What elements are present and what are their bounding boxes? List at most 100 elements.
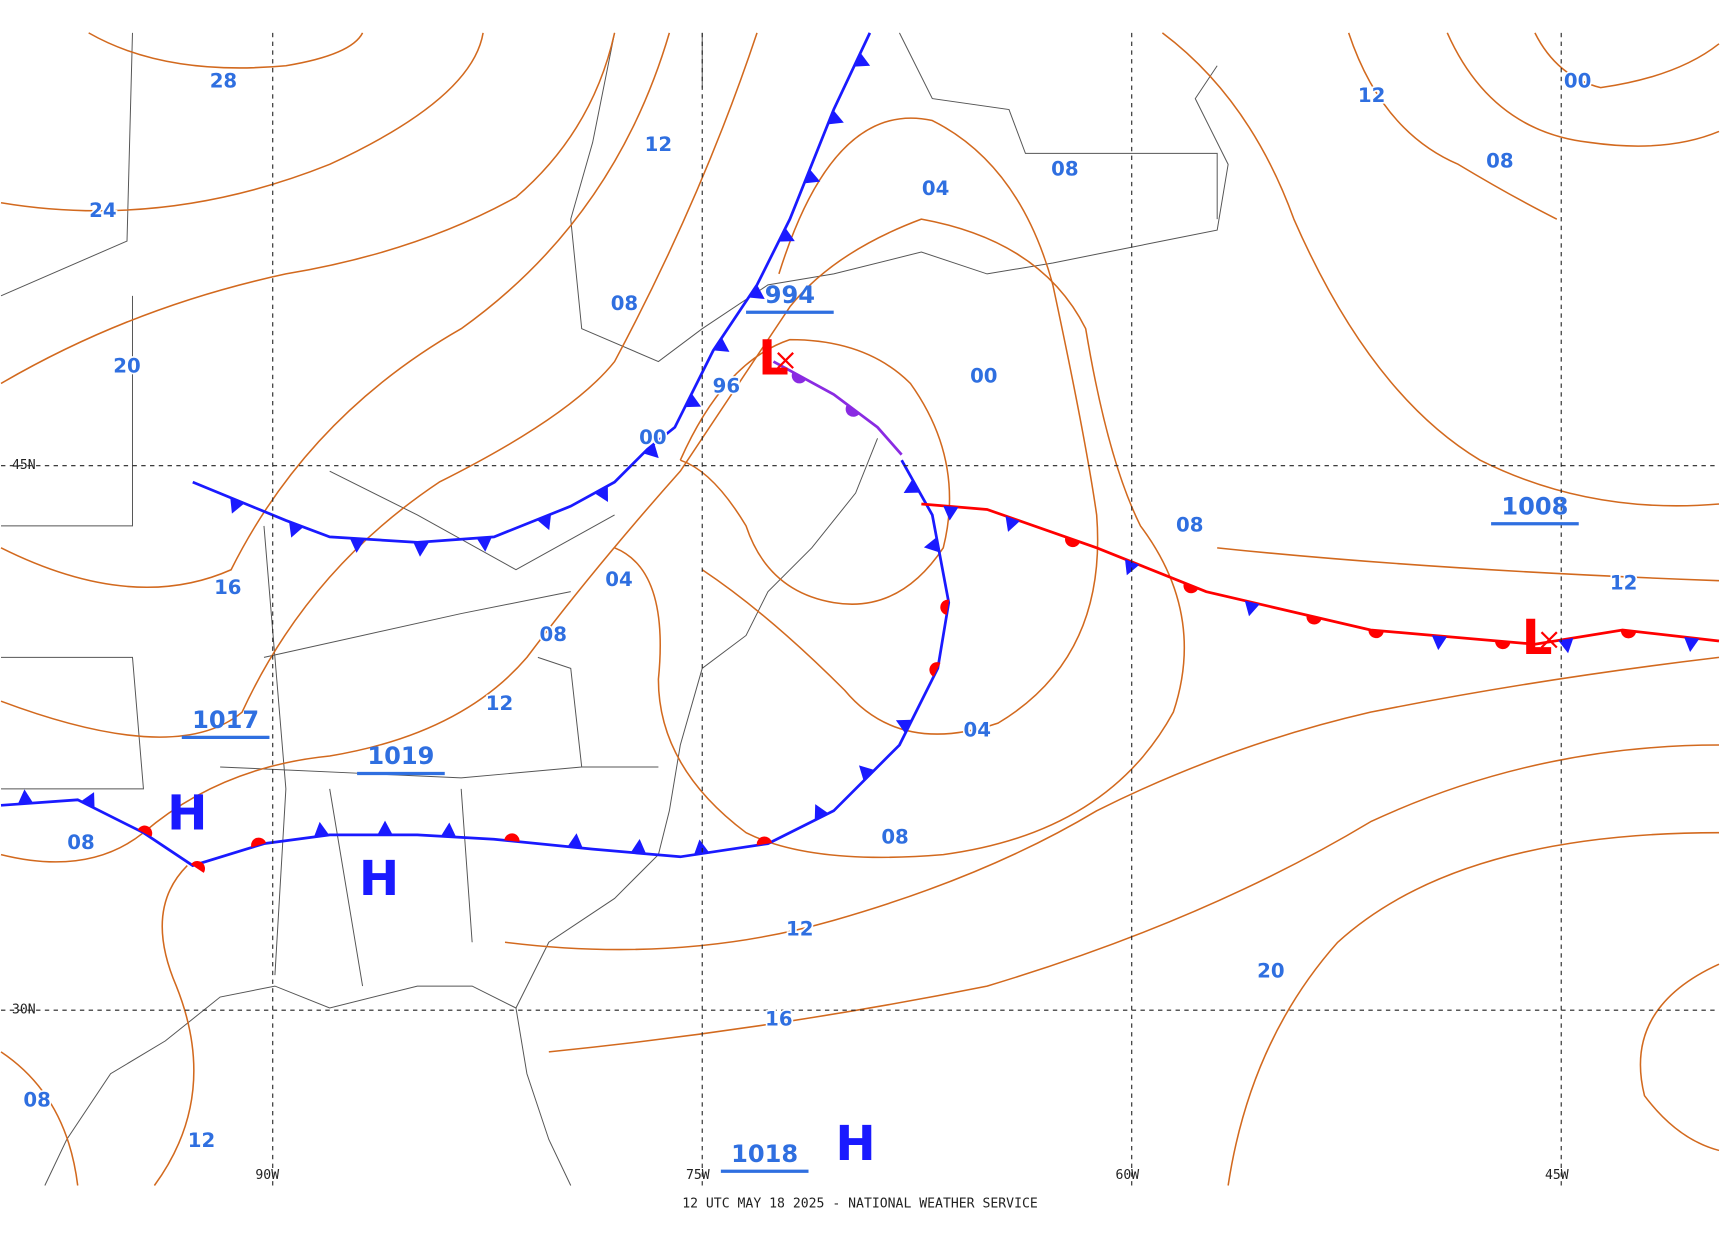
warm-front-pip — [1065, 536, 1080, 548]
cold-front-pip — [17, 789, 34, 805]
cold-front-pip — [594, 485, 608, 502]
isobar — [1534, 32, 1720, 89]
grid-label: 30N — [12, 1003, 36, 1018]
front-line — [921, 502, 1720, 646]
fronts — [0, 32, 1720, 873]
center-pressure: 1019 — [367, 742, 434, 770]
low-mark — [777, 352, 794, 369]
grid-label: 60W — [1115, 1168, 1139, 1183]
warm-front-pip — [1620, 629, 1637, 639]
cold-front-pip — [643, 442, 659, 459]
isobar-label: 12 — [486, 692, 513, 715]
footer: 12 UTC MAY 18 2025 - NATIONAL WEATHER SE… — [682, 1197, 1038, 1212]
cold-front-pip — [1431, 635, 1448, 651]
warm-front-pip — [940, 599, 950, 615]
occluded-pip — [791, 372, 807, 384]
cold-front-pip — [903, 479, 920, 493]
warm-front-pip — [251, 837, 267, 848]
isobar-label: 20 — [113, 355, 140, 378]
isobar — [1161, 32, 1720, 507]
isobar-label: 12 — [1610, 571, 1637, 594]
isobar — [0, 218, 1186, 863]
labels: 28 24 20 16 12 08 04 00 96 08 12 00 08 00 04 08 12 08 08 12… — [22, 68, 1639, 1173]
isobar-label: 28 — [210, 70, 237, 93]
isobar-label: 08 — [23, 1089, 50, 1112]
cold-front-pip — [943, 505, 959, 521]
cold-front-pip — [536, 514, 552, 531]
isobar — [0, 32, 616, 385]
isobar-label: 08 — [539, 623, 566, 646]
isobar — [0, 32, 758, 738]
isobar-label: 08 — [611, 292, 638, 315]
center-pressure: 1008 — [1501, 492, 1568, 520]
isobar-label: 00 — [970, 364, 997, 387]
isobar — [548, 744, 1719, 1053]
cold-front-pip — [895, 719, 913, 734]
isobar-label: 16 — [214, 576, 241, 599]
isobar — [701, 117, 1099, 735]
isobar — [0, 32, 484, 212]
isobar-label: 96 — [713, 374, 740, 397]
cold-front-pip — [1244, 600, 1260, 617]
isobar — [1347, 32, 1720, 220]
isobar-label: 00 — [1564, 70, 1591, 93]
warm-front-pip — [1306, 615, 1322, 625]
grid-label: 90W — [255, 1168, 279, 1183]
front-line — [0, 459, 951, 868]
isobar-label: 04 — [922, 177, 949, 200]
borders — [0, 32, 1218, 987]
warm-front-pip — [1368, 629, 1384, 639]
isobar-label: 08 — [1486, 150, 1513, 173]
cold-front-pip — [804, 169, 821, 184]
cold-front-pip — [440, 822, 457, 838]
isobar-label: 00 — [639, 426, 666, 449]
isobar-label: 08 — [67, 831, 94, 854]
isobar — [679, 338, 951, 605]
isobar — [504, 656, 1720, 951]
graticule: 90W 75W 60W 45W 45N 30N — [1, 32, 1719, 1186]
cold-front-pip — [1684, 636, 1700, 653]
warm-front-pip — [1495, 640, 1511, 650]
isobar — [1217, 547, 1720, 582]
cold-front-pip — [1558, 637, 1574, 654]
center-pressure: 1018 — [731, 1140, 798, 1168]
isobar — [1639, 963, 1720, 1152]
cold-front-pip — [778, 227, 795, 242]
isobar-label: 04 — [964, 718, 991, 741]
isobar-label: 16 — [765, 1008, 792, 1031]
cold-front-pip — [684, 393, 702, 408]
cold-front-pip — [923, 537, 940, 553]
isobar-label: 20 — [1257, 959, 1284, 982]
cold-front-pip — [230, 497, 245, 514]
warm-front-pip — [190, 860, 205, 873]
grid-label: 75W — [686, 1168, 710, 1183]
grid-label: 45N — [12, 458, 36, 473]
isobar-label: 12 — [188, 1129, 215, 1152]
cold-front-pip — [413, 542, 429, 557]
center-pressure: 994 — [765, 281, 815, 309]
cold-front-pip — [858, 765, 875, 781]
cold-front-pip — [567, 833, 583, 849]
cold-front-pip — [476, 537, 492, 552]
cold-front-pip — [853, 52, 871, 67]
isobar-label: 12 — [1358, 84, 1385, 107]
warm-front-pip — [929, 662, 941, 677]
center-symbol: H — [835, 1116, 875, 1172]
warm-front-pip — [137, 825, 153, 837]
isobar-label: 08 — [1051, 157, 1078, 180]
isobar — [1227, 831, 1719, 1186]
warm-front-pip — [756, 836, 773, 846]
cold-front-pip — [814, 804, 829, 821]
center-pressure: 1017 — [192, 706, 259, 734]
isobar — [88, 32, 364, 69]
cold-front-pip — [1005, 515, 1020, 532]
isobar-label: 04 — [605, 568, 632, 591]
isobar-label: 08 — [1176, 513, 1203, 536]
cold-front-pip — [693, 839, 710, 855]
occluded-pip — [845, 404, 860, 417]
geography — [0, 32, 1229, 1186]
cold-front-pip — [748, 284, 765, 299]
isobar — [0, 865, 195, 1186]
